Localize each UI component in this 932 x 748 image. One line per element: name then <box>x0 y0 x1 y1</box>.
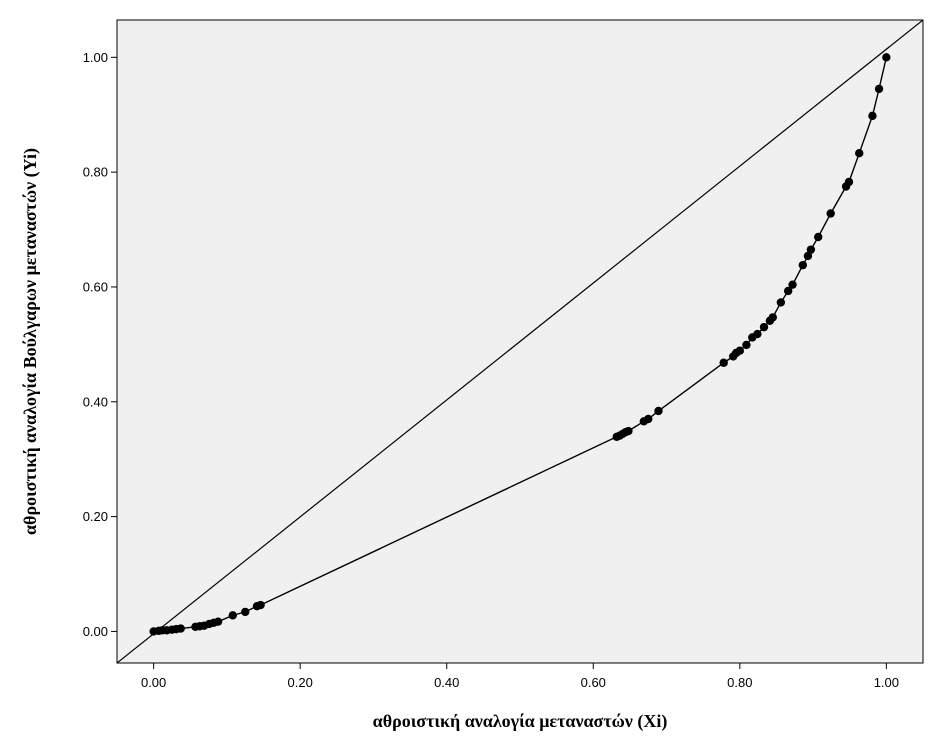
equality-diagonal-line <box>117 20 923 663</box>
x-tick-label: 0.00 <box>141 675 166 690</box>
data-point <box>654 406 663 416</box>
data-point <box>776 298 786 307</box>
data-point <box>742 340 751 350</box>
data-point <box>176 624 185 633</box>
x-tick-label: 0.40 <box>434 675 459 690</box>
y-axis: 0.00 0.20 0.40 0.60 0.80 1.00 <box>83 50 117 639</box>
data-point <box>826 209 835 218</box>
data-point <box>768 313 777 322</box>
x-tick-label: 0.80 <box>727 675 752 690</box>
data-point <box>788 280 797 289</box>
data-point <box>241 607 250 617</box>
y-tick-label: 0.20 <box>83 509 108 524</box>
data-point <box>759 322 769 332</box>
data-point <box>719 358 728 367</box>
data-point <box>806 245 816 254</box>
data-point <box>783 286 793 296</box>
data-point <box>855 148 864 158</box>
data-point <box>753 329 762 339</box>
data-point <box>882 53 891 62</box>
data-point <box>874 84 884 94</box>
data-point <box>735 346 745 355</box>
x-axis: 0.00 0.20 0.40 0.60 0.80 1.00 <box>141 663 899 690</box>
series-points <box>149 53 891 636</box>
x-axis-label: αθροιστική αναλογία μεταναστών (Xi) <box>373 711 668 732</box>
x-tick-label: 1.00 <box>874 675 899 690</box>
plot-content <box>117 20 923 663</box>
y-tick-label: 0.00 <box>83 624 108 639</box>
y-tick-label: 0.40 <box>83 394 108 409</box>
data-point <box>868 111 877 121</box>
y-tick-label: 0.60 <box>83 279 108 294</box>
x-tick-label: 0.60 <box>581 675 606 690</box>
data-point <box>213 617 223 626</box>
data-point <box>844 177 854 187</box>
y-tick-label: 0.80 <box>83 165 108 180</box>
data-point <box>798 260 808 270</box>
data-point <box>814 232 823 242</box>
y-axis-label: αθροιστική αναλογία Βούλγαρων μεταναστών… <box>20 148 41 535</box>
data-point <box>256 600 265 610</box>
y-tick-label: 1.00 <box>83 50 108 65</box>
data-point <box>624 426 633 436</box>
data-point <box>228 611 237 620</box>
data-point <box>803 251 813 261</box>
data-point <box>644 414 653 424</box>
x-tick-label: 0.20 <box>288 675 313 690</box>
